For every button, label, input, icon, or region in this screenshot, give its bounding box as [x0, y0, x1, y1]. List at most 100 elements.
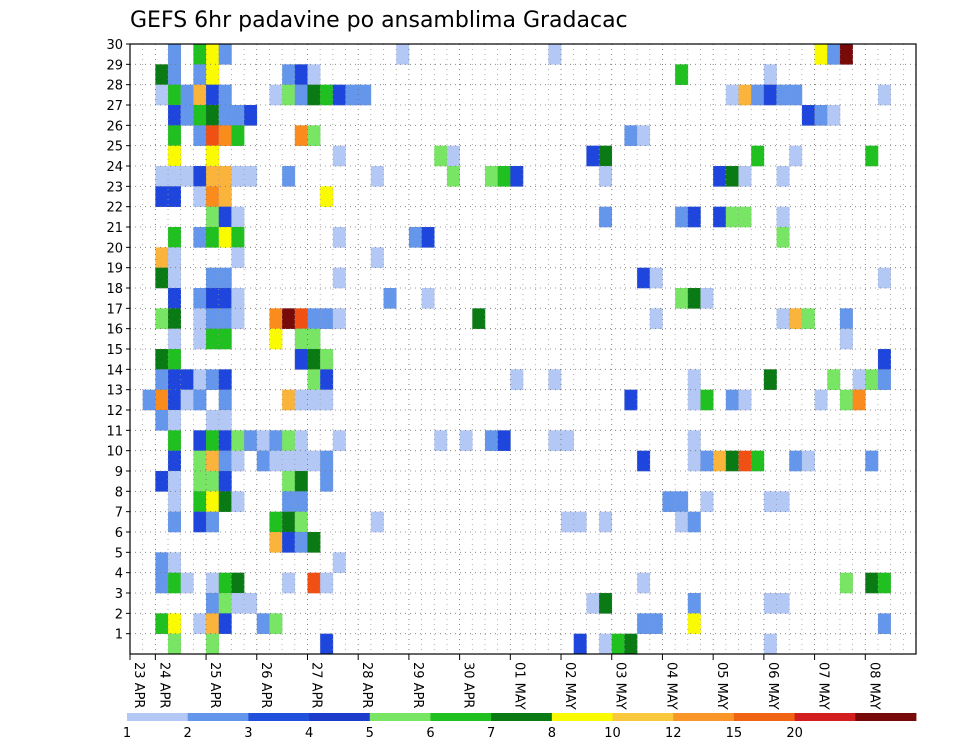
heatmap-cell [218, 369, 232, 390]
heatmap-cell [713, 450, 727, 472]
heatmap-cell [637, 572, 651, 594]
heatmap-cell [218, 613, 232, 634]
heatmap-cell [206, 125, 220, 146]
heatmap-cell [573, 633, 587, 655]
colorbar-swatch [855, 713, 917, 721]
heatmap-cell [307, 532, 321, 553]
heatmap-cell [801, 450, 815, 472]
heatmap-cell [168, 64, 182, 85]
heatmap-cell [484, 166, 498, 187]
heatmap-cell [839, 44, 853, 65]
heatmap-cell [168, 450, 182, 472]
heatmap-cell [231, 166, 245, 187]
heatmap-cell [687, 369, 701, 390]
heatmap-cell [865, 450, 879, 472]
heatmap-cell [269, 450, 283, 472]
x-tick-label: 25 APR [207, 662, 222, 708]
heatmap-cell [776, 491, 790, 512]
heatmap-cell [282, 572, 296, 594]
heatmap-cell [561, 430, 575, 451]
heatmap-cell [370, 166, 384, 187]
x-tick-label: 26 APR [258, 662, 273, 708]
heatmap-cell [282, 430, 296, 451]
heatmap-cell [168, 44, 182, 65]
heatmap-cell [168, 613, 182, 634]
heatmap-cell [168, 552, 182, 573]
heatmap-cell [231, 227, 245, 248]
heatmap-cell [193, 471, 207, 492]
heatmap-cell [827, 105, 841, 126]
heatmap-cell [561, 511, 575, 533]
heatmap-cell [269, 613, 283, 634]
y-tick-label: 24 [106, 160, 123, 175]
heatmap-cell [218, 186, 232, 207]
heatmap-cell [155, 166, 169, 187]
heatmap-cell [193, 84, 207, 106]
y-tick-label: 10 [106, 445, 123, 460]
heatmap-cell [168, 328, 182, 350]
heatmap-cell [662, 491, 676, 512]
heatmap-cell [218, 572, 232, 594]
colorbar: 1 2 3 4 5 6 7 8 10 12 15 20 [123, 713, 917, 741]
heatmap-cell [548, 430, 562, 451]
heatmap-cell [294, 84, 308, 106]
heatmap-cell [877, 84, 891, 106]
heatmap-cell [865, 369, 879, 390]
y-tick-label: 2 [115, 607, 123, 622]
heatmap-cell [814, 389, 828, 411]
heatmap-cell [218, 430, 232, 451]
colorbar-label: 12 [665, 726, 682, 741]
x-tick-label: 08 MAY [866, 662, 881, 710]
heatmap-cell [396, 44, 410, 65]
heatmap-cell [218, 450, 232, 472]
heatmap-cell [269, 511, 283, 533]
heatmap-cell [839, 308, 853, 329]
x-tick-label: 01 MAY [511, 662, 526, 710]
heatmap-cell [256, 430, 270, 451]
heatmap-cell [649, 613, 663, 634]
heatmap-cell [675, 206, 689, 228]
heatmap-cell [814, 105, 828, 126]
y-tick-label: 13 [106, 384, 123, 399]
heatmap-cell [282, 532, 296, 553]
heatmap-cell [548, 369, 562, 390]
heatmap-cell [383, 288, 397, 309]
heatmap-cell [332, 227, 346, 248]
colorbar-label: 7 [487, 726, 495, 741]
heatmap-cell [193, 491, 207, 512]
heatmap-cell [320, 84, 334, 106]
heatmap-cell [231, 125, 245, 146]
heatmap-cell [877, 572, 891, 594]
heatmap-cell [155, 64, 169, 85]
heatmap-cell [687, 389, 701, 411]
heatmap-cell [269, 430, 283, 451]
heatmap-cell [218, 328, 232, 350]
heatmap-cell [168, 471, 182, 492]
heatmap-cell [700, 450, 714, 472]
colorbar-label: 5 [366, 726, 374, 741]
y-tick-label: 17 [106, 302, 123, 317]
heatmap-cell [206, 206, 220, 228]
heatmap-cell [206, 328, 220, 350]
heatmap-cell [168, 369, 182, 390]
heatmap-cell [294, 349, 308, 370]
heatmap-cell [751, 450, 765, 472]
heatmap-cell [776, 84, 790, 106]
heatmap-cell [332, 84, 346, 106]
heatmap-cell [725, 84, 739, 106]
heatmap-cell [294, 491, 308, 512]
heatmap-cell [320, 389, 334, 411]
heatmap-cell [877, 267, 891, 289]
y-tick-label: 29 [106, 58, 123, 73]
heatmap-cell [193, 166, 207, 187]
heatmap-cell [307, 125, 321, 146]
heatmap-cell [877, 613, 891, 634]
heatmap-cell [206, 145, 220, 167]
heatmap-cell [865, 572, 879, 594]
heatmap-cell [168, 125, 182, 146]
heatmap-cell [206, 308, 220, 329]
heatmap-cell [231, 593, 245, 614]
heatmap-cell [497, 430, 511, 451]
heatmap-cell [244, 430, 258, 451]
heatmap-cell [218, 308, 232, 329]
